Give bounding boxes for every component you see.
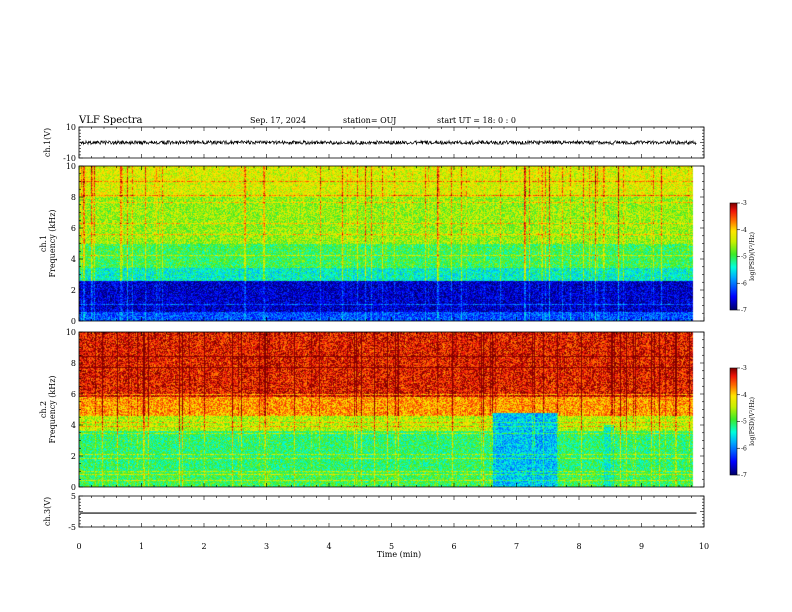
y-tick-label: 6 bbox=[71, 224, 76, 233]
y-axis-label: ch.2 bbox=[39, 401, 48, 418]
y-tick-label: 2 bbox=[71, 286, 76, 295]
y-tick-label: 10 bbox=[66, 123, 76, 132]
ch1-spectrogram-panel: 0 2 4 6 8 10 ch.1 Frequency (kHz) bbox=[39, 162, 705, 326]
x-tick-label: 0 bbox=[76, 542, 81, 551]
x-tick-label: 10 bbox=[699, 542, 709, 551]
colorbar-tick-label: -4 bbox=[741, 227, 747, 234]
y-tick-label: 4 bbox=[71, 421, 76, 430]
ch2-spectrogram-image bbox=[79, 332, 704, 487]
ch2-spectrogram-panel: 0 2 4 6 8 10 ch.2 Frequency (kHz) bbox=[39, 328, 705, 492]
x-tick-label: 4 bbox=[326, 542, 331, 551]
ch1-colorbar: -3 -4 -5 -6 -7 log(PSD)(V²/Hz) bbox=[729, 200, 756, 314]
x-tick-label: 6 bbox=[451, 542, 456, 551]
y-tick-label: 5 bbox=[71, 492, 76, 501]
x-tick-label: 7 bbox=[514, 542, 519, 551]
colorbar-label: log(PSD)(V²/Hz) bbox=[749, 397, 756, 446]
ch1-spectrogram-image bbox=[79, 166, 704, 321]
y-axis-label: Frequency (kHz) bbox=[48, 375, 57, 443]
y-tick-label: 0 bbox=[71, 317, 76, 326]
x-tick-label: 8 bbox=[576, 542, 581, 551]
header-start-time: start UT = 18: 0 : 0 bbox=[437, 116, 516, 125]
header-station: station= OUJ bbox=[343, 116, 396, 125]
x-tick-label: 1 bbox=[139, 542, 144, 551]
y-tick-label: 0 bbox=[71, 483, 76, 492]
y-tick-label: 4 bbox=[71, 255, 76, 264]
colorbar-tick-label: -5 bbox=[741, 419, 747, 426]
y-tick-label: 8 bbox=[71, 359, 76, 368]
header-date: Sep. 17, 2024 bbox=[250, 116, 306, 125]
waveform-trace bbox=[79, 138, 697, 146]
ch3-waveform-panel: 5 -5 ch.3(V) bbox=[43, 492, 705, 532]
x-tick-label: 3 bbox=[264, 542, 269, 551]
y-tick-label: 10 bbox=[66, 162, 76, 171]
y-axis-label: Frequency (kHz) bbox=[48, 209, 57, 277]
y-axis-label: ch.1 bbox=[39, 235, 48, 252]
colorbar-tick-label: -6 bbox=[741, 445, 747, 452]
y-tick-label: 6 bbox=[71, 390, 76, 399]
x-tick-label: 9 bbox=[639, 542, 644, 551]
y-tick-label: -10 bbox=[63, 154, 76, 163]
ch2-colorbar: -3 -4 -5 -6 -7 log(PSD)(V²/Hz) bbox=[729, 365, 756, 479]
ch1-colorbar-image bbox=[730, 203, 737, 310]
colorbar-label: log(PSD)(V²/Hz) bbox=[749, 232, 756, 281]
panel-frame bbox=[78, 495, 705, 528]
colorbar-tick-label: -3 bbox=[741, 365, 747, 372]
y-tick-label: 2 bbox=[71, 452, 76, 461]
y-tick-label: 10 bbox=[66, 328, 76, 337]
colorbar-tick-label: -5 bbox=[741, 254, 747, 261]
colorbar-tick-label: -6 bbox=[741, 280, 747, 287]
x-axis-label: Time (min) bbox=[377, 550, 421, 559]
ch1-waveform-panel: 10 -10 ch.1(V) bbox=[43, 123, 705, 163]
figure-title: VLF Spectra bbox=[78, 115, 143, 126]
x-tick-label: 5 bbox=[389, 542, 394, 551]
y-axis-label: ch.3(V) bbox=[43, 497, 52, 526]
colorbar-tick-label: -7 bbox=[741, 472, 747, 479]
colorbar-tick-label: -3 bbox=[741, 200, 747, 207]
y-tick-label: 8 bbox=[71, 193, 76, 202]
colorbar-tick-label: -4 bbox=[741, 392, 747, 399]
colorbar-tick-label: -7 bbox=[741, 307, 747, 314]
ch2-colorbar-image bbox=[730, 368, 737, 475]
y-axis-label: ch.1(V) bbox=[43, 128, 52, 157]
x-tick-label: 2 bbox=[201, 542, 206, 551]
y-tick-label: -5 bbox=[68, 523, 76, 532]
